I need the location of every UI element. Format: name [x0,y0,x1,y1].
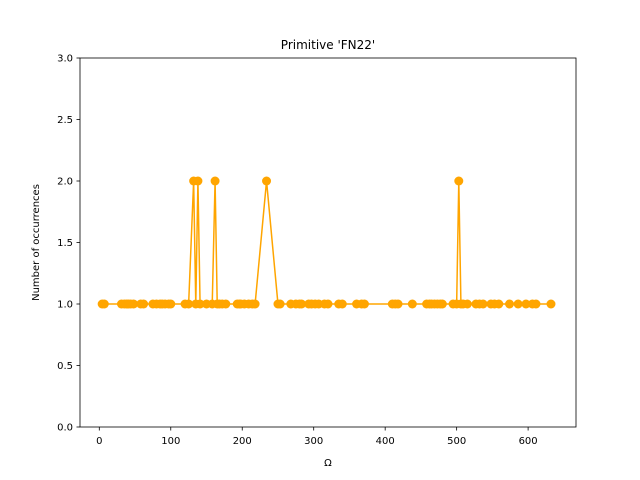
y-tick-label: 0.5 [57,361,73,372]
data-point [250,299,260,309]
x-tick-label: 400 [376,436,395,447]
x-axis-ticks: 0 100 200 300 400 500 600 [96,427,538,447]
y-tick-label: 2.5 [57,115,73,126]
data-point [184,299,194,309]
chart-title: Primitive 'FN22' [281,38,375,52]
data-point [337,299,347,309]
x-tick-label: 600 [519,436,538,447]
x-tick-label: 100 [161,436,180,447]
data-point [193,176,203,186]
y-axis-ticks: 0.0 0.5 1.0 1.5 2.0 2.5 3.0 [57,54,80,434]
data-point [262,176,272,186]
data-point [462,299,472,309]
y-tick-label: 3.0 [57,54,73,65]
data-point [513,299,523,309]
x-tick-label: 500 [447,436,466,447]
data-point [166,299,176,309]
data-point [437,299,447,309]
data-point [195,299,205,309]
y-tick-label: 1.0 [57,300,73,311]
data-point [221,299,231,309]
data-point [139,299,149,309]
x-axis-label: Ω [324,458,332,469]
y-axis-label: Number of occurrences [31,184,42,301]
data-point [494,299,504,309]
data-point [454,176,464,186]
data-point [210,176,220,186]
x-tick-label: 0 [96,436,102,447]
data-point [531,299,541,309]
x-tick-label: 300 [304,436,323,447]
y-tick-label: 2.0 [57,177,73,188]
data-point [297,299,307,309]
data-point [99,299,109,309]
data-point [478,299,488,309]
y-tick-label: 1.5 [57,238,73,249]
data-point [323,299,333,309]
data-point [521,299,531,309]
data-point [393,299,403,309]
data-point [275,299,285,309]
data-point [505,299,515,309]
data-point [407,299,417,309]
series-layer [97,176,556,309]
y-tick-label: 0.0 [57,423,73,434]
data-point [129,299,139,309]
data-point [359,299,369,309]
x-tick-label: 200 [233,436,252,447]
data-point [546,299,556,309]
